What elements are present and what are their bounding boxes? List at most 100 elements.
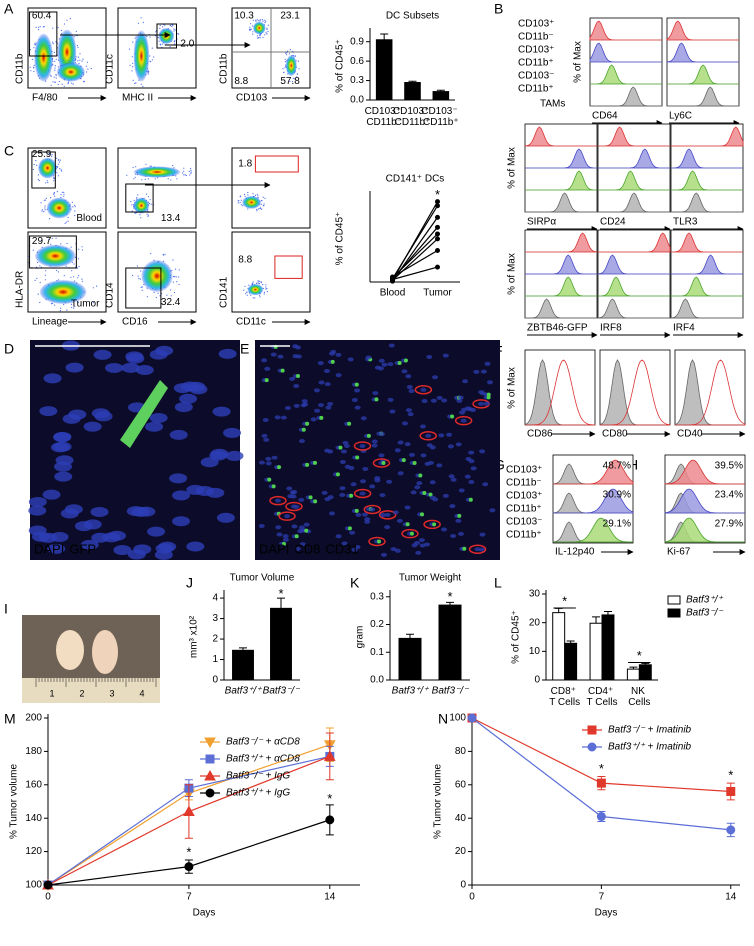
percent-label: 29.1% — [603, 519, 631, 530]
nucleus — [404, 505, 411, 510]
flow-event — [140, 286, 142, 289]
flow-event — [139, 278, 141, 280]
flow-event — [249, 28, 251, 30]
flow-event — [163, 254, 165, 256]
flow-event — [170, 295, 172, 297]
flow-event — [172, 259, 174, 261]
percent-label: 30.9% — [603, 490, 631, 501]
flow-event — [48, 154, 50, 156]
cd8-cell — [264, 378, 269, 383]
nucleus — [301, 399, 308, 404]
flow-event — [71, 306, 73, 309]
flow-event — [166, 294, 168, 296]
cd8-cell — [381, 461, 386, 466]
y-axis-label: % Tumor volume — [433, 764, 444, 839]
flow-event — [257, 282, 260, 284]
flow-event — [183, 174, 185, 176]
nucleus — [480, 369, 487, 374]
flow-event — [37, 293, 39, 295]
flow-x-label: MHC II — [122, 93, 153, 104]
y-axis-label: % Tumor volume — [9, 764, 20, 839]
flow-event — [63, 195, 65, 197]
flow-event — [140, 217, 142, 219]
nucleus — [387, 362, 394, 367]
nucleus — [392, 510, 399, 515]
flow-event — [39, 281, 41, 284]
cd8-cell — [313, 499, 318, 504]
flow-event — [43, 199, 46, 201]
nucleus — [216, 512, 235, 523]
flow-event — [136, 197, 138, 199]
nucleus — [149, 412, 168, 423]
bar — [601, 614, 615, 681]
percent-label: 23.4% — [715, 490, 743, 501]
flow-event — [188, 170, 190, 172]
flow-y-label: CD141 — [219, 276, 230, 308]
nucleus — [43, 373, 62, 384]
nucleus — [317, 361, 324, 366]
flow-plot-frame — [117, 147, 197, 229]
flow-event — [75, 58, 77, 61]
flow-event — [52, 27, 54, 29]
histogram — [590, 64, 662, 85]
flow-event — [73, 307, 75, 309]
flow-event — [44, 205, 46, 207]
channel-label: DAPI — [259, 541, 289, 556]
nucleus — [416, 481, 423, 486]
y-tick-label: 30 — [529, 589, 541, 600]
flow-event — [249, 26, 251, 28]
flow-event — [292, 77, 294, 79]
nucleus — [351, 398, 358, 403]
flow-event — [49, 218, 51, 220]
x-axis-label: Days — [595, 908, 618, 919]
histogram — [598, 192, 670, 213]
histogram-legend: CD11b⁺ — [518, 84, 554, 95]
cd8-cell — [355, 455, 360, 460]
point — [183, 805, 195, 817]
histogram — [553, 517, 633, 543]
x-tick-label: 14 — [324, 892, 336, 903]
nucleus — [436, 463, 443, 468]
flow-plot-frame — [231, 147, 311, 229]
y-tick-label: 0.3 — [370, 591, 384, 602]
flow-event — [248, 284, 250, 286]
panel-label: N — [438, 711, 448, 727]
nucleus — [360, 416, 367, 421]
flow-event — [51, 237, 53, 239]
cd8-cell — [338, 445, 343, 450]
flow-event — [266, 291, 268, 293]
nucleus — [479, 449, 486, 454]
nucleus — [446, 432, 453, 437]
y-tick-label: 160 — [25, 779, 42, 790]
nucleus — [264, 366, 271, 371]
flow-event — [37, 26, 40, 28]
flow-event — [131, 56, 133, 58]
flow-event — [259, 34, 261, 36]
nucleus — [415, 550, 422, 555]
flow-event — [176, 281, 178, 283]
nucleus — [386, 479, 393, 484]
flow-event — [244, 195, 246, 197]
nucleus — [287, 494, 294, 499]
ruler-number: 2 — [79, 688, 84, 698]
flow-event — [154, 178, 156, 180]
nucleus — [335, 534, 342, 539]
flow-event — [264, 34, 266, 36]
x-axis-label: Days — [193, 908, 216, 919]
nucleus — [420, 387, 427, 392]
nucleus — [455, 518, 462, 523]
flow-event — [57, 66, 59, 68]
nucleus — [401, 369, 408, 374]
flow-event — [242, 205, 244, 207]
nucleus — [406, 385, 413, 390]
nucleus — [289, 490, 296, 495]
flow-event — [264, 19, 266, 21]
flow-event — [153, 291, 155, 294]
nucleus — [280, 415, 287, 420]
nucleus — [464, 474, 471, 479]
flow-event — [86, 71, 88, 73]
y-tick-label: 200 — [25, 713, 42, 724]
nucleus — [335, 373, 342, 378]
flow-event — [259, 296, 261, 298]
nucleus — [380, 552, 387, 557]
